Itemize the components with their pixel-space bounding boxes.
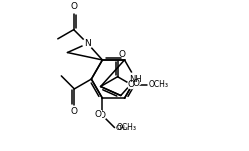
Text: OCH₃: OCH₃	[117, 123, 136, 132]
Text: O: O	[71, 107, 78, 116]
Text: O: O	[93, 110, 100, 119]
Text: O: O	[99, 111, 106, 120]
Circle shape	[98, 111, 106, 119]
Text: NH: NH	[129, 75, 142, 84]
Text: O: O	[70, 2, 77, 11]
Text: OCH₃: OCH₃	[149, 80, 169, 89]
Text: O: O	[133, 79, 140, 88]
Circle shape	[129, 72, 142, 86]
Text: CH₃: CH₃	[116, 125, 128, 131]
Circle shape	[127, 81, 135, 89]
Text: N: N	[84, 39, 91, 48]
Text: O: O	[128, 80, 135, 89]
Circle shape	[83, 39, 93, 48]
Text: O: O	[94, 110, 101, 119]
Text: O: O	[119, 50, 126, 59]
